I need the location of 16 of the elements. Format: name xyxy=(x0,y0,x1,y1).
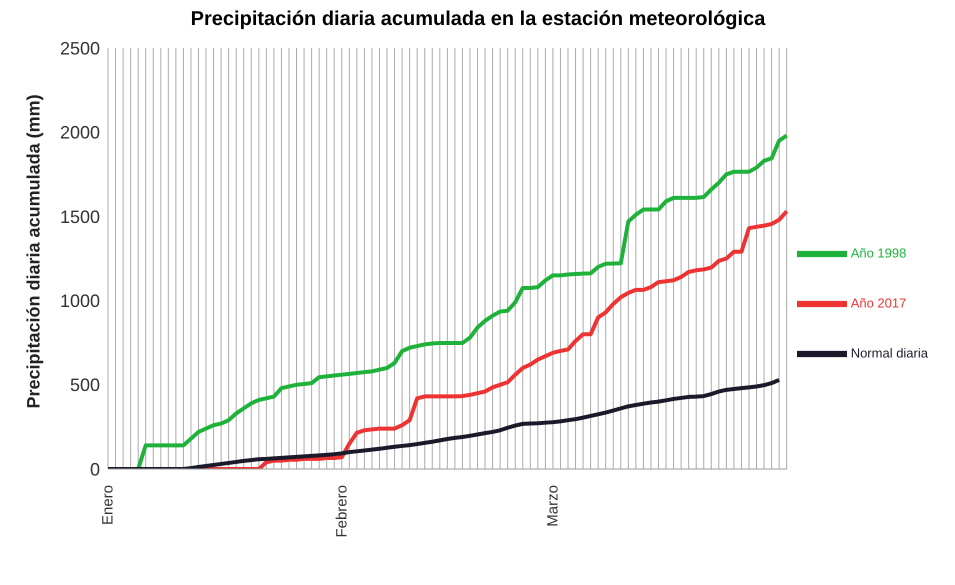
y-axis-title: Precipitación diaria acumulada (mm) xyxy=(23,94,44,408)
line-series xyxy=(106,378,782,469)
x-tick-label: Enero xyxy=(100,485,116,526)
legend-label: Normal diaria xyxy=(850,345,928,360)
y-tick-label: 1000 xyxy=(60,290,100,311)
x-tick-label: Marzo xyxy=(544,485,562,527)
line-series xyxy=(136,134,789,469)
legend-label: Año 2017 xyxy=(850,295,906,310)
legend-label: Año 1998 xyxy=(850,245,906,260)
y-tick-label: 1500 xyxy=(60,206,100,227)
y-tick-label: 2000 xyxy=(60,122,100,143)
y-tick-label: 500 xyxy=(70,375,100,396)
y-tick-label: 0 xyxy=(90,459,100,480)
y-tick-label: 2500 xyxy=(60,38,100,58)
x-tick-label: Febrero xyxy=(333,485,350,538)
chart-title: Precipitación diaria acumulada en la estación meteorológica xyxy=(190,8,766,32)
